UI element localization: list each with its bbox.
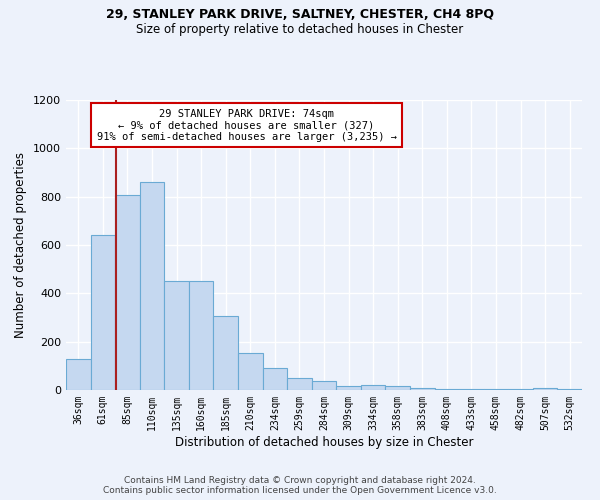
Bar <box>189 281 214 390</box>
Bar <box>164 281 189 390</box>
Bar <box>91 236 115 390</box>
Bar <box>238 352 263 390</box>
Text: 29 STANLEY PARK DRIVE: 74sqm
← 9% of detached houses are smaller (327)
91% of se: 29 STANLEY PARK DRIVE: 74sqm ← 9% of det… <box>97 108 397 142</box>
Bar <box>287 378 312 390</box>
Text: Contains HM Land Registry data © Crown copyright and database right 2024.
Contai: Contains HM Land Registry data © Crown c… <box>103 476 497 495</box>
Bar <box>410 388 434 390</box>
Y-axis label: Number of detached properties: Number of detached properties <box>14 152 28 338</box>
Bar <box>434 389 459 390</box>
Bar <box>263 368 287 390</box>
Text: 29, STANLEY PARK DRIVE, SALTNEY, CHESTER, CH4 8PQ: 29, STANLEY PARK DRIVE, SALTNEY, CHESTER… <box>106 8 494 20</box>
Bar <box>312 381 336 390</box>
Bar <box>214 316 238 390</box>
Bar <box>533 388 557 390</box>
Bar <box>140 182 164 390</box>
Bar <box>115 196 140 390</box>
X-axis label: Distribution of detached houses by size in Chester: Distribution of detached houses by size … <box>175 436 473 448</box>
Bar <box>385 386 410 390</box>
Bar <box>361 385 385 390</box>
Bar <box>66 358 91 390</box>
Text: Size of property relative to detached houses in Chester: Size of property relative to detached ho… <box>136 22 464 36</box>
Bar <box>336 386 361 390</box>
